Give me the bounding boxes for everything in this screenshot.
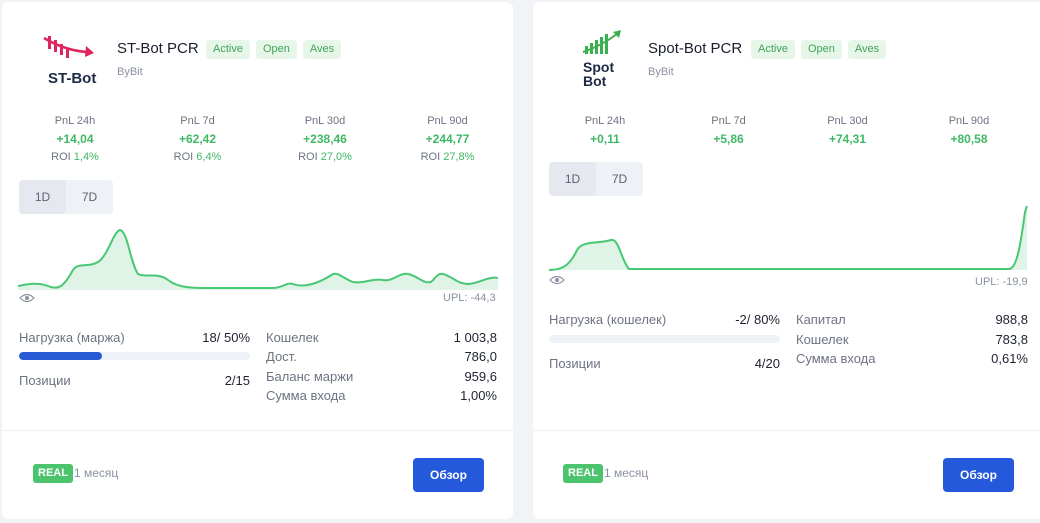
load-progress-bar (19, 352, 250, 360)
pnl-24h: PnL 24h +0,11 (584, 115, 626, 146)
detail-margin-balance: Баланс маржи 959,6 (266, 369, 497, 384)
overview-button[interactable]: Обзор (943, 458, 1014, 492)
real-badge: REAL (33, 464, 73, 483)
svg-text:Spot: Spot (583, 59, 614, 75)
status-badge-open: Open (255, 40, 297, 59)
period-label: 1 месяц (604, 466, 649, 480)
load-row: Нагрузка (кошелек) -2/ 80% (549, 312, 780, 327)
detail-wallet: Кошелек 783,8 (796, 332, 1028, 347)
bot-card-spot-bot: Spot Bot Spot-Bot PCR Active Open Aves B… (533, 2, 1040, 519)
spot-bot-logo: Spot Bot (582, 30, 621, 89)
status-badges: Active Open Aves (206, 40, 342, 59)
svg-text:Bot: Bot (583, 73, 607, 89)
detail-wallet: Кошелек 1 003,8 (266, 330, 497, 345)
st-bot-logo: ST-Bot (43, 36, 96, 87)
overview-button[interactable]: Обзор (413, 458, 484, 492)
positions-row: Позиции 4/20 (549, 356, 780, 371)
status-badge-aves: Aves (847, 40, 887, 59)
load-row: Нагрузка (маржа) 18/ 50% (19, 330, 250, 345)
pnl-stats: PnL 24h +0,11 PnL 7d +5,86 PnL 30d +74,3… (549, 112, 1039, 148)
pnl-90d: PnL 90d +244,77 ROI 27,8% (420, 115, 475, 163)
real-badge: REAL (563, 464, 603, 483)
tab-7d[interactable]: 7D (81, 190, 98, 204)
status-badge-open: Open (800, 40, 842, 59)
eye-icon[interactable] (549, 274, 565, 286)
period-label: 1 месяц (74, 466, 119, 480)
status-badge-active: Active (751, 40, 795, 59)
detail-entry-amount: Сумма входа 0,61% (796, 351, 1028, 366)
pnl-24h: PnL 24h +14,04 ROI 1,4% (51, 115, 99, 163)
load-progress-bar (549, 335, 780, 343)
detail-entry-amount: Сумма входа 1,00% (266, 388, 497, 403)
pnl-30d: PnL 30d +238,46 ROI 27,0% (298, 115, 352, 163)
pnl-stats: PnL 24h +14,04 ROI 1,4% PnL 7d +62,42 RO… (20, 112, 510, 166)
footer-divider (2, 430, 513, 431)
status-badge-aves: Aves (302, 40, 342, 59)
svg-text:ST-Bot: ST-Bot (48, 70, 96, 87)
pnl-30d: PnL 30d +74,31 (827, 115, 868, 146)
pnl-90d: PnL 90d +80,58 (948, 115, 990, 146)
detail-capital: Капитал 988,8 (796, 312, 1028, 327)
upl-value: UPL: -19,9 (975, 276, 1028, 288)
status-badges: Active Open Aves (751, 40, 887, 59)
status-badge-active: Active (206, 40, 250, 59)
pnl-7d: PnL 7d +62,42 ROI 6,4% (173, 115, 222, 163)
period-tabs: 1D 7D (549, 162, 643, 196)
detail-available: Дост. 786,0 (266, 349, 497, 364)
pnl-7d: PnL 7d +5,86 (711, 115, 746, 146)
tab-7d[interactable]: 7D (611, 172, 628, 186)
upl-value: UPL: -44,3 (443, 292, 496, 304)
period-tabs: 1D 7D (19, 180, 113, 214)
footer-divider (533, 430, 1040, 431)
pnl-sparkline (549, 205, 1028, 271)
tab-1d[interactable]: 1D (549, 162, 596, 196)
bot-title: Spot-Bot PCR (648, 40, 743, 57)
bot-title: ST-Bot PCR (117, 40, 199, 57)
bot-card-st-bot: ST-Bot ST-Bot PCR Active Open Aves ByBit… (2, 2, 513, 519)
pnl-sparkline (18, 228, 498, 290)
load-progress-fill (19, 352, 103, 360)
exchange-label: ByBit (648, 66, 674, 78)
eye-icon[interactable] (19, 292, 35, 304)
positions-row: Позиции 2/15 (19, 373, 250, 388)
exchange-label: ByBit (117, 66, 143, 78)
tab-1d[interactable]: 1D (19, 180, 66, 214)
